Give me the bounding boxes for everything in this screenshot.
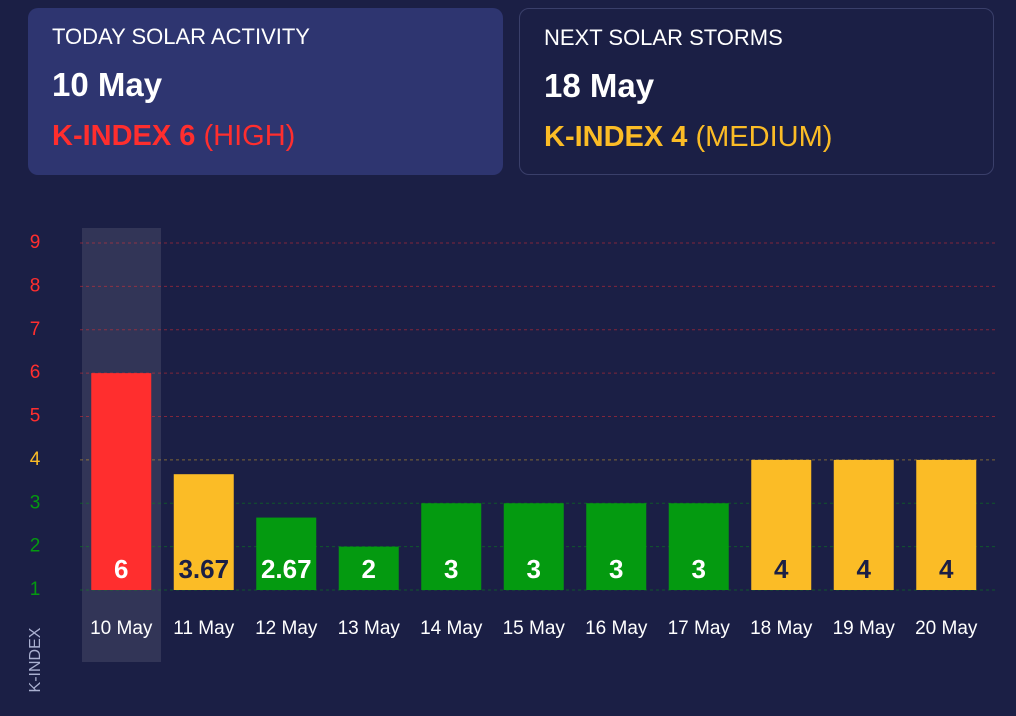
y-tick-label: 6 bbox=[30, 362, 41, 383]
y-tick-label: 4 bbox=[30, 449, 41, 470]
y-axis-label: K-INDEX bbox=[27, 627, 44, 692]
today-card: TODAY SOLAR ACTIVITY 10 May K-INDEX 6 (H… bbox=[28, 8, 503, 175]
bar bbox=[833, 459, 894, 590]
level: K-INDEX 6 bbox=[52, 120, 196, 152]
level: K-INDEX 4 bbox=[544, 121, 688, 153]
card-level: K-INDEX 6 (HIGH) bbox=[52, 120, 479, 153]
value-label: 2.67 bbox=[261, 554, 312, 584]
card-date: 18 May bbox=[544, 67, 655, 104]
bar bbox=[668, 503, 729, 590]
value-label: 4 bbox=[857, 554, 872, 584]
card-date: 10 May bbox=[52, 66, 163, 103]
y-tick-label: 5 bbox=[30, 406, 41, 427]
bar bbox=[586, 503, 647, 590]
value-label: 4 bbox=[774, 554, 789, 584]
x-tick-label: 12 May bbox=[255, 618, 318, 639]
x-tick-label: 11 May bbox=[173, 618, 234, 639]
level-note: (HIGH) bbox=[203, 120, 296, 152]
y-tick-label: 7 bbox=[30, 319, 41, 340]
card-level: K-INDEX 4 (MEDIUM) bbox=[544, 121, 969, 154]
value-label: 3.67 bbox=[178, 554, 229, 584]
bar bbox=[503, 503, 564, 590]
card-title: TODAY SOLAR ACTIVITY bbox=[52, 24, 310, 49]
x-tick-label: 20 May bbox=[915, 618, 978, 639]
y-tick-label: 1 bbox=[30, 579, 41, 600]
y-tick-label: 2 bbox=[30, 536, 41, 557]
x-tick-label: 17 May bbox=[668, 618, 731, 639]
next-card: NEXT SOLAR STORMS 18 May K-INDEX 4 (MEDI… bbox=[519, 8, 994, 175]
x-tick-label: 16 May bbox=[585, 618, 648, 639]
value-label: 3 bbox=[444, 554, 458, 584]
value-label: 3 bbox=[527, 554, 541, 584]
y-tick-label: 9 bbox=[30, 232, 41, 253]
value-label: 3 bbox=[609, 554, 623, 584]
bar bbox=[751, 459, 812, 590]
level-note: (MEDIUM) bbox=[695, 121, 833, 153]
x-tick-label: 10 May bbox=[90, 618, 153, 639]
y-tick-label: 8 bbox=[30, 275, 41, 296]
x-tick-label: 14 May bbox=[420, 618, 483, 639]
value-label: 6 bbox=[114, 554, 128, 584]
bar bbox=[256, 517, 317, 590]
card-title: NEXT SOLAR STORMS bbox=[544, 25, 783, 50]
bar bbox=[421, 503, 482, 590]
x-tick-label: 18 May bbox=[750, 618, 813, 639]
x-tick-label: 19 May bbox=[833, 618, 896, 639]
value-label: 3 bbox=[692, 554, 706, 584]
value-label: 2 bbox=[362, 554, 376, 584]
x-tick-label: 13 May bbox=[338, 618, 401, 639]
bar bbox=[916, 459, 977, 590]
bar bbox=[173, 474, 234, 590]
bar bbox=[91, 373, 152, 590]
x-tick-label: 15 May bbox=[503, 618, 566, 639]
value-label: 4 bbox=[939, 554, 954, 584]
bar bbox=[338, 546, 399, 590]
y-tick-label: 3 bbox=[30, 492, 41, 513]
